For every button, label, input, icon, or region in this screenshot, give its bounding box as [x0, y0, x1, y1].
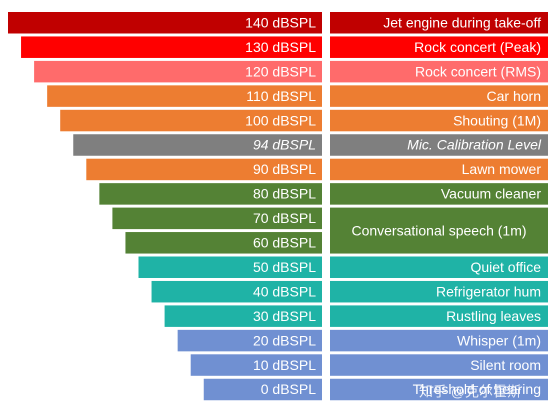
level-bar — [34, 60, 322, 83]
source-box — [330, 60, 548, 83]
level-bar — [47, 85, 323, 107]
source-box — [330, 280, 548, 303]
source-box — [330, 36, 548, 58]
level-label: 80 dBSPL — [253, 186, 316, 202]
level-bar — [21, 36, 323, 58]
source-label: Shouting (1M) — [453, 112, 541, 128]
level-bar — [8, 12, 322, 34]
level-bar — [190, 354, 322, 376]
level-label: 110 dBSPL — [246, 88, 316, 104]
level-label: 10 dBSPL — [253, 357, 316, 373]
level-bar — [60, 109, 322, 132]
source-label: Rustling leaves — [446, 308, 541, 324]
level-label: 120 dBSPL — [245, 63, 316, 79]
level-label: 140 dBSPL — [245, 14, 316, 30]
source-label: Mic. Calibration Level — [407, 137, 542, 153]
level-label: 90 dBSPL — [253, 161, 316, 177]
source-box — [330, 305, 548, 327]
level-bar — [73, 134, 322, 156]
source-label: Rock concert (RMS) — [415, 63, 541, 79]
source-box — [330, 354, 548, 376]
source-box — [330, 85, 548, 107]
level-label: 130 dBSPL — [245, 39, 316, 55]
source-box — [330, 183, 548, 205]
source-box — [330, 207, 548, 254]
level-label: 60 dBSPL — [253, 235, 316, 251]
source-box — [330, 256, 548, 278]
source-label: Lawn mower — [462, 161, 542, 177]
source-label: Silent room — [470, 357, 541, 373]
source-label: Conversational speech (1m) — [351, 222, 526, 238]
source-label: Car horn — [487, 88, 541, 104]
source-label: Vacuum cleaner — [441, 186, 541, 202]
source-label: Jet engine during take-off — [383, 14, 541, 30]
level-bar — [164, 305, 322, 327]
level-bar — [86, 158, 322, 181]
level-bar — [99, 183, 322, 205]
level-bar — [125, 232, 322, 254]
source-label: Threshold of hearing — [413, 381, 541, 397]
source-box — [330, 378, 548, 401]
source-box — [330, 158, 548, 181]
level-label: 100 dBSPL — [245, 112, 316, 128]
level-bar — [177, 329, 322, 352]
source-box — [330, 109, 548, 132]
level-bar — [138, 256, 322, 278]
level-label: 30 dBSPL — [253, 308, 316, 324]
level-label: 0 dBSPL — [261, 381, 316, 397]
level-label: 50 dBSPL — [253, 259, 316, 275]
level-label: 20 dBSPL — [253, 332, 316, 348]
level-label: 94 dBSPL — [253, 137, 316, 153]
source-box — [330, 134, 548, 156]
level-bar — [203, 378, 322, 401]
source-box — [330, 12, 548, 34]
source-label: Refrigerator hum — [436, 283, 541, 299]
level-label: 40 dBSPL — [253, 283, 316, 299]
level-bar — [151, 280, 322, 303]
watermark: 知乎 @克尔霍斯 — [419, 384, 521, 400]
level-bar — [112, 207, 323, 230]
source-label: Rock concert (Peak) — [414, 39, 541, 55]
source-label: Whisper (1m) — [457, 332, 541, 348]
source-label: Quiet office — [470, 259, 541, 275]
level-label: 70 dBSPL — [253, 210, 316, 226]
source-box — [330, 329, 548, 352]
